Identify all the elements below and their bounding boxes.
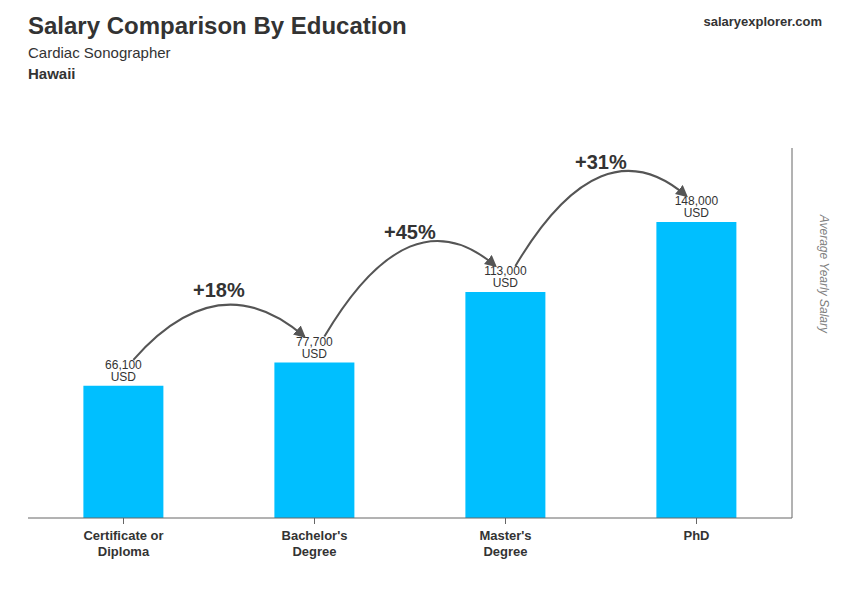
svg-text:+31%: +31% bbox=[575, 151, 627, 173]
html-text:salaryexplorer.com: salaryexplorer.com bbox=[703, 14, 822, 29]
html-text:Cardiac Sonographer: Cardiac Sonographer bbox=[28, 44, 171, 61]
svg-text:Bachelor'sDegree: Bachelor'sDegree bbox=[282, 528, 348, 559]
svg-text:Average Yearly Salary: Average Yearly Salary bbox=[817, 214, 831, 334]
svg-text:148,000USD: 148,000USD bbox=[675, 194, 719, 220]
svg-text:66,100USD: 66,100USD bbox=[105, 358, 142, 384]
svg-text:77,700USD: 77,700USD bbox=[296, 335, 333, 361]
svg-text:PhD: PhD bbox=[684, 528, 710, 543]
svg-text:Certificate orDiploma: Certificate orDiploma bbox=[83, 528, 163, 559]
html-text:Hawaii: Hawaii bbox=[28, 65, 76, 82]
svg-text:+18%: +18% bbox=[193, 279, 245, 301]
svg-text:Master'sDegree: Master'sDegree bbox=[479, 528, 531, 559]
svg-text:+45%: +45% bbox=[384, 221, 436, 243]
html-text:Salary Comparison By Education: Salary Comparison By Education bbox=[28, 12, 407, 39]
svg-text:113,000USD: 113,000USD bbox=[484, 264, 527, 290]
